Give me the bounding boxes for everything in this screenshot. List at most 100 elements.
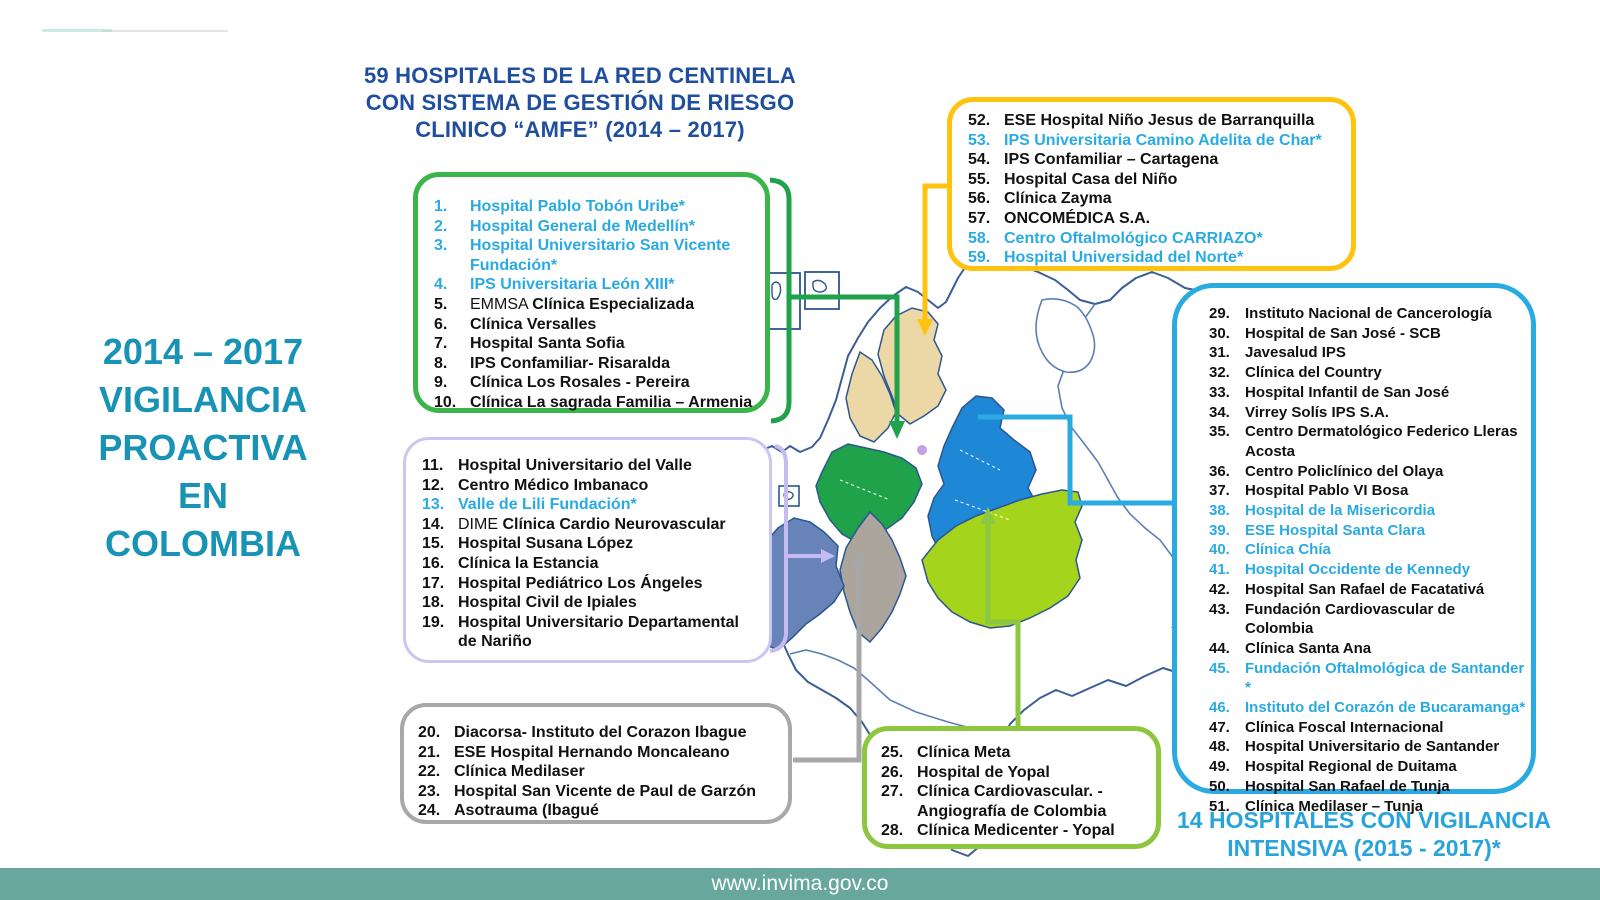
list-item: 57. ONCOMÉDICA S.A. [968, 209, 1345, 229]
item-text: Centro Dermatológico Federico Lleras Acos… [1245, 423, 1518, 460]
item-number: 37. [1209, 482, 1230, 500]
connector-purple-arrowhead [821, 549, 835, 563]
region-caribe-west [845, 350, 897, 443]
list-item: 34. Virrey Solís IPS S.A. [1209, 403, 1527, 423]
intensive-note-line: 14 HOSPITALES CON VIGILANCIA [1176, 807, 1551, 833]
list-item: 32. Clínica del Country [1209, 363, 1527, 383]
hospital-list-box-11-19: 11. Hospital Universitario del Valle 12.… [403, 437, 772, 663]
list-item: 20. Diacorsa- Instituto del Corazon Ibag… [418, 723, 780, 743]
hospital-list-box-20-24: 20. Diacorsa- Instituto del Corazon Ibag… [400, 703, 792, 824]
item-text: Hospital Santa Sofia [470, 335, 625, 353]
item-number: 47. [1209, 718, 1230, 736]
list-item: 16. Clínica la Estancia [422, 554, 761, 574]
item-number: 45. [1209, 659, 1230, 677]
providencia-island [812, 279, 828, 293]
item-number: 9. [434, 374, 448, 392]
list-item: 36. Centro Policlínico del Olaya [1209, 462, 1527, 482]
item-text: IPS Universitaria Camino Adelita de Char… [1004, 131, 1322, 149]
item-text: Hospital San Rafael de Tunja [1245, 777, 1450, 795]
item-text: Hospital Pablo VI Bosa [1245, 482, 1409, 500]
item-number: 19. [422, 613, 445, 631]
item-text: Clínica Zayma [1004, 190, 1112, 208]
list-item: 58. Centro Oftalmológico CARRIAZO* [968, 229, 1345, 249]
item-text: ONCOMÉDICA S.A. [1004, 209, 1151, 227]
hospital-list-box-29-51: 29. Instituto Nacional de Cancerología 3… [1172, 283, 1536, 815]
slide-title: 2014 – 2017 VIGILANCIA PROACTIVA EN COLO… [36, 328, 370, 568]
item-text: Hospital de San José - SCB [1245, 324, 1441, 342]
top-title-line: CLINICO “AMFE” (2014 – 2017) [415, 117, 745, 142]
item-text: Centro Oftalmológico CARRIAZO* [1004, 229, 1263, 247]
item-number: 12. [422, 476, 445, 494]
item-number: 41. [1209, 561, 1230, 579]
item-number: 42. [1209, 580, 1230, 598]
list-item: 50. Hospital San Rafael de Tunja [1209, 777, 1527, 797]
connector-gray-arrowhead [851, 549, 867, 566]
region-bogota-dot [917, 445, 927, 455]
list-item: 44. Clínica Santa Ana [1209, 639, 1527, 659]
item-text: Valle de Lili Fundación* [458, 496, 637, 514]
list-item: 48. Hospital Universitario de Santander [1209, 737, 1527, 757]
region-llanos [921, 489, 1083, 629]
list-item: 13. Valle de Lili Fundación* [422, 495, 761, 515]
item-number: 54. [968, 151, 991, 169]
item-number: 59. [968, 249, 991, 267]
footer-url: www.invima.gov.co [711, 872, 889, 895]
item-number: 23. [418, 782, 441, 800]
item-text: Hospital Infantil de San José [1245, 383, 1450, 401]
providencia-inset-box [804, 271, 840, 310]
item-text: ESE Hospital Santa Clara [1245, 521, 1426, 539]
malpelo-inset-box [778, 485, 800, 507]
list-item: 4. IPS Universitaria León XIII* [434, 275, 757, 295]
list-item: 51. Clínica Medilaser – Tunja [1209, 797, 1527, 817]
item-text: Hospital Pablo Tobón Uribe* [470, 198, 685, 215]
item-text: Hospital San Rafael de Facatativá [1245, 580, 1485, 598]
list-item: 43. Fundación Cardiovascular de Colombia [1209, 600, 1527, 639]
item-text: IPS Confamiliar – Cartagena [1004, 151, 1219, 169]
item-text: Hospital de Yopal [917, 763, 1050, 781]
item-number: 53. [968, 131, 991, 149]
item-number: 15. [422, 535, 445, 553]
item-number: 48. [1209, 738, 1230, 756]
item-text: Javesalud IPS [1245, 344, 1346, 362]
list-item: 37. Hospital Pablo VI Bosa [1209, 481, 1527, 501]
item-number: 57. [968, 209, 991, 227]
connector-purple-bracket [769, 444, 788, 653]
item-text: Hospital Universitario del Valle [458, 457, 692, 474]
item-number: 13. [422, 496, 445, 514]
item-number: 24. [418, 802, 441, 820]
item-text: EMMSA Clínica Especializada [470, 295, 695, 313]
region-antioquia [815, 443, 923, 543]
lake-maracaibo [1035, 298, 1096, 374]
item-text: Hospital Casa del Niño [1004, 170, 1178, 188]
item-number: 56. [968, 190, 991, 208]
item-number: 17. [422, 574, 445, 592]
item-text: Clínica La sagrada Familia – Armenia [470, 393, 753, 411]
item-text: IPS Universitaria León XIII* [470, 276, 675, 294]
hospital-list-box-25-28: 25. Clínica Meta 26. Hospital de Yopal 2… [862, 726, 1161, 849]
header-artifact-gray-line [102, 30, 228, 32]
item-number: 16. [422, 554, 445, 572]
connector-green-arrowhead [889, 421, 905, 439]
item-text: Clínica del Country [1245, 364, 1382, 382]
list-item: 9. Clínica Los Rosales - Pereira [434, 373, 757, 393]
list-item: 3. Hospital Universitario San Vicente Fun… [434, 236, 757, 275]
item-number: 18. [422, 594, 445, 612]
item-text: Hospital Pediátrico Los Ángeles [458, 574, 703, 592]
item-text: DIME Clínica Cardio Neurovascular [458, 515, 726, 533]
item-number: 25. [881, 744, 904, 761]
list-item: 42. Hospital San Rafael de Facatativá [1209, 580, 1527, 600]
connector-yellow-arrowhead [917, 319, 933, 336]
connector-lightgreen-arrowhead [980, 507, 996, 524]
item-text: Clínica Versalles [470, 315, 597, 333]
list-item: 11. Hospital Universitario del Valle [422, 456, 761, 476]
list-item: 17. Hospital Pediátrico Los Ángeles [422, 574, 761, 594]
slide-title-line: PROACTIVA [98, 427, 308, 468]
item-text: Hospital Civil de Ipiales [458, 594, 637, 612]
item-text: Clínica Meta [917, 744, 1011, 761]
list-item: 27. Clínica Cardiovascular. - Angiografía… [881, 782, 1150, 821]
item-text: Asotrauma (Ibagué [454, 802, 599, 820]
list-item: 40. Clínica Chía [1209, 540, 1527, 560]
item-text: IPS Confamiliar- Risaralda [470, 354, 671, 372]
list-item: 7. Hospital Santa Sofia [434, 334, 757, 354]
list-item: 56. Clínica Zayma [968, 189, 1345, 209]
